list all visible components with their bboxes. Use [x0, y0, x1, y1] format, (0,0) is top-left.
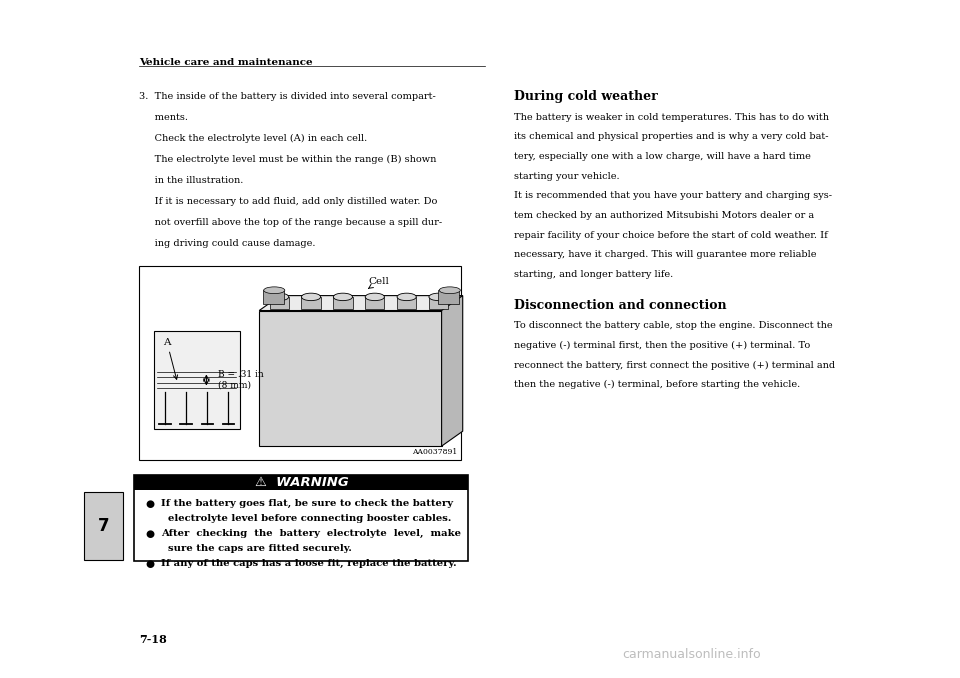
Bar [438, 290, 459, 304]
Text: Cell: Cell [369, 277, 390, 288]
Text: tem checked by an authorized Mitsubishi Motors dealer or a: tem checked by an authorized Mitsubishi … [514, 211, 814, 220]
Ellipse shape [397, 293, 417, 300]
Text: Disconnection and connection: Disconnection and connection [514, 299, 726, 312]
Polygon shape [259, 296, 463, 311]
Ellipse shape [429, 293, 448, 300]
Text: During cold weather: During cold weather [514, 90, 658, 103]
Text: in the illustration.: in the illustration. [139, 176, 244, 184]
Bar [365, 297, 384, 309]
Polygon shape [442, 296, 463, 446]
Text: If the battery goes flat, be sure to check the battery: If the battery goes flat, be sure to che… [161, 499, 453, 508]
Text: ●: ● [146, 499, 155, 509]
Ellipse shape [264, 287, 285, 294]
Text: If any of the caps has a loose fit, replace the battery.: If any of the caps has a loose fit, repl… [161, 559, 457, 567]
Text: The electrolyte level must be within the range (B) shown: The electrolyte level must be within the… [139, 155, 437, 163]
Text: A: A [163, 338, 178, 379]
Text: It is recommended that you have your battery and charging sys-: It is recommended that you have your bat… [514, 191, 831, 200]
Bar [333, 297, 352, 309]
Text: not overfill above the top of the range because a spill dur-: not overfill above the top of the range … [139, 218, 443, 226]
Text: The battery is weaker in cold temperatures. This has to do with: The battery is weaker in cold temperatur… [514, 113, 828, 121]
Ellipse shape [270, 293, 289, 300]
Text: ing driving could cause damage.: ing driving could cause damage. [139, 239, 316, 247]
Text: 3.  The inside of the battery is divided into several compart-: 3. The inside of the battery is divided … [139, 92, 436, 100]
Ellipse shape [439, 287, 461, 294]
Bar [263, 290, 284, 304]
Bar [270, 297, 289, 309]
Text: B = .31 in
(8 mm): B = .31 in (8 mm) [218, 370, 264, 390]
Text: then the negative (-) terminal, before starting the vehicle.: then the negative (-) terminal, before s… [514, 380, 800, 389]
Bar [134, 475, 468, 561]
Text: sure the caps are fitted securely.: sure the caps are fitted securely. [161, 544, 352, 553]
Bar [397, 297, 417, 309]
Text: tery, especially one with a low charge, will have a hard time: tery, especially one with a low charge, … [514, 152, 810, 161]
Bar [301, 297, 321, 309]
Text: starting your vehicle.: starting your vehicle. [514, 172, 619, 180]
Bar [429, 297, 448, 309]
Ellipse shape [301, 293, 321, 300]
Text: ments.: ments. [139, 113, 188, 121]
Text: starting, and longer battery life.: starting, and longer battery life. [514, 270, 673, 279]
Text: 7-18: 7-18 [139, 635, 167, 645]
Bar [259, 311, 442, 446]
Text: repair facility of your choice before the start of cold weather. If: repair facility of your choice before th… [514, 231, 828, 239]
Text: necessary, have it charged. This will guarantee more reliable: necessary, have it charged. This will gu… [514, 250, 816, 259]
Text: carmanualsonline.info: carmanualsonline.info [622, 648, 760, 661]
Text: After  checking  the  battery  electrolyte  level,  make: After checking the battery electrolyte l… [161, 529, 461, 538]
Text: AA0037891: AA0037891 [412, 447, 457, 456]
Bar [139, 266, 461, 460]
Text: ●: ● [146, 559, 155, 569]
Text: Vehicle care and maintenance: Vehicle care and maintenance [139, 58, 313, 66]
Ellipse shape [365, 293, 384, 300]
Text: reconnect the battery, first connect the positive (+) terminal and: reconnect the battery, first connect the… [514, 361, 835, 370]
Text: electrolyte level before connecting booster cables.: electrolyte level before connecting boos… [161, 514, 451, 523]
Text: ⚠  WARNING: ⚠ WARNING [254, 476, 348, 489]
Text: ●: ● [146, 529, 155, 539]
Text: negative (-) terminal first, then the positive (+) terminal. To: negative (-) terminal first, then the po… [514, 341, 810, 350]
Bar [84, 492, 123, 560]
Text: 7: 7 [98, 517, 109, 535]
Bar [154, 331, 240, 429]
Text: Check the electrolyte level (A) in each cell.: Check the electrolyte level (A) in each … [139, 134, 368, 142]
Text: If it is necessary to add fluid, add only distilled water. Do: If it is necessary to add fluid, add onl… [139, 197, 438, 205]
Text: To disconnect the battery cable, stop the engine. Disconnect the: To disconnect the battery cable, stop th… [514, 321, 832, 330]
Ellipse shape [333, 293, 352, 300]
Text: its chemical and physical properties and is why a very cold bat-: its chemical and physical properties and… [514, 132, 828, 141]
Bar [134, 475, 468, 490]
